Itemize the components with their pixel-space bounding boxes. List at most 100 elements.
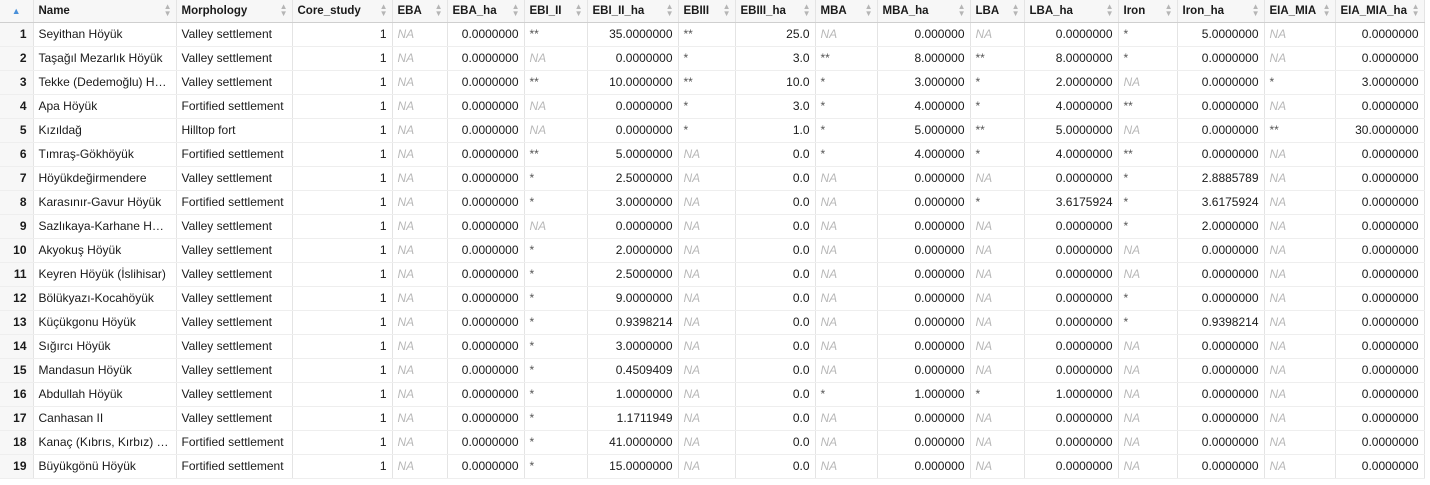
cell-eba[interactable]: NA: [392, 382, 448, 407]
cell-morphology[interactable]: Valley settlement: [176, 382, 293, 407]
cell-ebi-ii[interactable]: *: [524, 430, 588, 455]
cell-lba[interactable]: NA: [970, 334, 1025, 359]
cell-mba-ha[interactable]: 0.000000: [877, 358, 971, 383]
cell-ebi-ii-ha[interactable]: 5.0000000: [587, 142, 679, 167]
cell-eba[interactable]: NA: [392, 166, 448, 191]
cell-lba-ha[interactable]: 0.0000000: [1024, 238, 1119, 263]
cell-ebiii[interactable]: NA: [678, 238, 736, 263]
cell-morphology[interactable]: Valley settlement: [176, 358, 293, 383]
cell-ebi-ii-ha[interactable]: 0.0000000: [587, 118, 679, 143]
cell-ebiii-ha[interactable]: 0.0: [735, 190, 816, 215]
table-row[interactable]: 19 Büyükgönü Höyük Fortified settlement 1 NA…: [0, 454, 1425, 479]
cell-core-study[interactable]: 1: [292, 166, 393, 191]
cell-iron-ha[interactable]: 0.0000000: [1177, 118, 1265, 143]
cell-lba-ha[interactable]: 0.0000000: [1024, 310, 1119, 335]
cell-eia-mia[interactable]: NA: [1264, 406, 1336, 431]
cell-ebiii[interactable]: *: [678, 46, 736, 71]
table-row[interactable]: 3 Tekke (Dedemoğlu) Höyük Valley settlemen…: [0, 70, 1425, 95]
cell-eia-mia-ha[interactable]: 0.0000000: [1335, 166, 1425, 191]
cell-eia-mia[interactable]: *: [1264, 70, 1336, 95]
column-header-lba-ha[interactable]: LBA_ha ▲ ▼: [1024, 0, 1119, 23]
cell-eia-mia-ha[interactable]: 0.0000000: [1335, 238, 1425, 263]
cell-lba-ha[interactable]: 0.0000000: [1024, 334, 1119, 359]
cell-ebi-ii-ha[interactable]: 10.0000000: [587, 70, 679, 95]
cell-eia-mia-ha[interactable]: 0.0000000: [1335, 22, 1425, 47]
column-header-morphology[interactable]: Morphology ▲ ▼: [176, 0, 293, 23]
cell-name[interactable]: Höyükdeğirmendere: [33, 166, 177, 191]
table-row[interactable]: 7 Höyükdeğirmendere Valley settlement 1 NA 0.…: [0, 166, 1425, 191]
cell-ebi-ii[interactable]: *: [524, 406, 588, 431]
cell-ebiii[interactable]: **: [678, 70, 736, 95]
cell-eia-mia-ha[interactable]: 0.0000000: [1335, 358, 1425, 383]
cell-iron[interactable]: NA: [1118, 118, 1178, 143]
cell-mba[interactable]: NA: [815, 166, 878, 191]
cell-eia-mia-ha[interactable]: 3.0000000: [1335, 70, 1425, 95]
cell-eba[interactable]: NA: [392, 22, 448, 47]
cell-ebiii-ha[interactable]: 0.0: [735, 286, 816, 311]
cell-eba-ha[interactable]: 0.0000000: [447, 166, 525, 191]
cell-iron-ha[interactable]: 0.9398214: [1177, 310, 1265, 335]
table-row[interactable]: 18 Kanaç (Kıbrıs, Kırbız) Höyük Fortified …: [0, 430, 1425, 455]
cell-eba[interactable]: NA: [392, 310, 448, 335]
cell-ebi-ii[interactable]: NA: [524, 94, 588, 119]
cell-core-study[interactable]: 1: [292, 214, 393, 239]
cell-ebi-ii-ha[interactable]: 41.0000000: [587, 430, 679, 455]
column-header-lba[interactable]: LBA ▲ ▼: [970, 0, 1025, 23]
cell-iron[interactable]: *: [1118, 22, 1178, 47]
cell-eia-mia[interactable]: NA: [1264, 382, 1336, 407]
cell-iron[interactable]: NA: [1118, 454, 1178, 479]
cell-eba[interactable]: NA: [392, 334, 448, 359]
cell-ebi-ii[interactable]: *: [524, 166, 588, 191]
cell-iron-ha[interactable]: 0.0000000: [1177, 358, 1265, 383]
cell-ebiii-ha[interactable]: 25.0: [735, 22, 816, 47]
cell-eba-ha[interactable]: 0.0000000: [447, 334, 525, 359]
cell-eia-mia[interactable]: NA: [1264, 334, 1336, 359]
column-header-eia-mia-ha[interactable]: EIA_MIA_ha ▲ ▼: [1335, 0, 1425, 23]
cell-ebiii-ha[interactable]: 0.0: [735, 406, 816, 431]
cell-ebi-ii[interactable]: *: [524, 358, 588, 383]
cell-mba-ha[interactable]: 4.000000: [877, 94, 971, 119]
cell-name[interactable]: Bölükyazı-Kocahöyük: [33, 286, 177, 311]
cell-ebiii-ha[interactable]: 0.0: [735, 166, 816, 191]
cell-ebi-ii[interactable]: *: [524, 238, 588, 263]
cell-eba-ha[interactable]: 0.0000000: [447, 382, 525, 407]
cell-eba-ha[interactable]: 0.0000000: [447, 94, 525, 119]
cell-morphology[interactable]: Fortified settlement: [176, 142, 293, 167]
cell-eba-ha[interactable]: 0.0000000: [447, 238, 525, 263]
cell-lba-ha[interactable]: 0.0000000: [1024, 454, 1119, 479]
cell-iron[interactable]: NA: [1118, 406, 1178, 431]
cell-iron[interactable]: NA: [1118, 334, 1178, 359]
column-header-ebiii-ha[interactable]: EBIII_ha ▲ ▼: [735, 0, 816, 23]
cell-iron-ha[interactable]: 0.0000000: [1177, 142, 1265, 167]
cell-mba-ha[interactable]: 0.000000: [877, 454, 971, 479]
cell-morphology[interactable]: Fortified settlement: [176, 94, 293, 119]
cell-mba-ha[interactable]: 0.000000: [877, 334, 971, 359]
cell-core-study[interactable]: 1: [292, 22, 393, 47]
cell-ebi-ii[interactable]: *: [524, 262, 588, 287]
cell-iron[interactable]: NA: [1118, 382, 1178, 407]
cell-lba[interactable]: *: [970, 190, 1025, 215]
column-header-eia-mia[interactable]: EIA_MIA ▲ ▼: [1264, 0, 1336, 23]
cell-iron-ha[interactable]: 0.0000000: [1177, 262, 1265, 287]
cell-name[interactable]: Mandasun Höyük: [33, 358, 177, 383]
column-header-name[interactable]: Name ▲ ▼: [33, 0, 177, 23]
cell-ebi-ii[interactable]: *: [524, 286, 588, 311]
table-row[interactable]: 16 Abdullah Höyük Valley settlement 1 NA 0.00…: [0, 382, 1425, 407]
cell-lba[interactable]: **: [970, 118, 1025, 143]
cell-eia-mia[interactable]: NA: [1264, 238, 1336, 263]
cell-ebi-ii-ha[interactable]: 1.1711949: [587, 406, 679, 431]
cell-core-study[interactable]: 1: [292, 142, 393, 167]
cell-name[interactable]: Büyükgönü Höyük: [33, 454, 177, 479]
column-header-ebi-ii-ha[interactable]: EBI_II_ha ▲ ▼: [587, 0, 679, 23]
cell-core-study[interactable]: 1: [292, 70, 393, 95]
cell-core-study[interactable]: 1: [292, 310, 393, 335]
cell-morphology[interactable]: Valley settlement: [176, 46, 293, 71]
cell-mba[interactable]: *: [815, 142, 878, 167]
cell-mba-ha[interactable]: 0.000000: [877, 214, 971, 239]
cell-iron-ha[interactable]: 0.0000000: [1177, 46, 1265, 71]
cell-ebi-ii[interactable]: *: [524, 190, 588, 215]
cell-mba-ha[interactable]: 0.000000: [877, 262, 971, 287]
cell-eba[interactable]: NA: [392, 406, 448, 431]
cell-mba[interactable]: NA: [815, 406, 878, 431]
cell-mba-ha[interactable]: 5.000000: [877, 118, 971, 143]
